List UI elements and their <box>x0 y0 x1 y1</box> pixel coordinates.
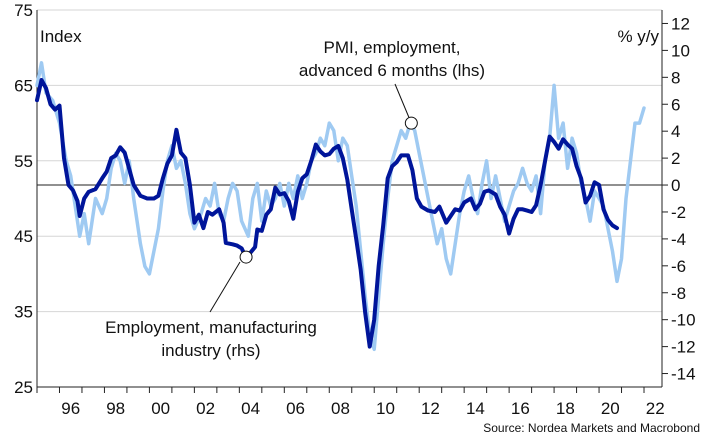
left-tick-label: 45 <box>14 227 33 246</box>
x-tick-label: 12 <box>421 399 440 418</box>
annotations: PMI, employment, advanced 6 months (lhs) E… <box>105 38 485 360</box>
right-axis-title: % y/y <box>617 27 659 46</box>
left-tick-label: 25 <box>14 378 33 397</box>
x-tick-label: 16 <box>511 399 530 418</box>
left-tick-label: 65 <box>14 76 33 95</box>
employment-series-line <box>35 78 619 349</box>
x-tick-label: 98 <box>106 399 125 418</box>
right-tick-label: 12 <box>671 14 690 33</box>
annotation-leader-line <box>394 83 411 121</box>
left-tick-label: 75 <box>14 1 33 20</box>
tick-labels: 253545556575-14-12-10-8-6-4-202468101296… <box>14 1 696 418</box>
x-tick-label: 14 <box>466 399 485 418</box>
x-tick-label: 04 <box>241 399 260 418</box>
right-tick-label: -8 <box>671 284 686 303</box>
pmi-series-line <box>35 61 646 352</box>
source-note: Source: Nordea Markets and Macrobond <box>483 421 700 435</box>
right-tick-label: 8 <box>671 68 680 87</box>
x-tick-label: 00 <box>151 399 170 418</box>
right-tick-label: 2 <box>671 149 680 168</box>
left-axis-title: Index <box>40 27 82 46</box>
annotation-marker <box>404 116 418 130</box>
annotation-leader-line <box>209 261 241 313</box>
x-tick-label: 10 <box>376 399 395 418</box>
left-tick-label: 35 <box>14 303 33 322</box>
annotation-label: PMI, employment, <box>324 38 461 57</box>
right-tick-label: 10 <box>671 41 690 60</box>
annotation-label: industry (rhs) <box>161 341 260 360</box>
right-tick-label: 6 <box>671 95 680 114</box>
x-tick-label: 08 <box>331 399 350 418</box>
right-tick-label: -2 <box>671 203 686 222</box>
x-tick-label: 22 <box>646 399 665 418</box>
x-tick-label: 06 <box>286 399 305 418</box>
annotation-label: Employment, manufacturing <box>105 318 317 337</box>
annotation-marker <box>239 250 253 264</box>
right-tick-label: -4 <box>671 230 686 249</box>
x-tick-label: 20 <box>601 399 620 418</box>
right-tick-label: -14 <box>671 365 696 384</box>
left-tick-label: 55 <box>14 152 33 171</box>
right-tick-label: -6 <box>671 257 686 276</box>
x-tick-label: 96 <box>61 399 80 418</box>
right-tick-label: 0 <box>671 176 680 195</box>
x-tick-label: 02 <box>196 399 215 418</box>
right-tick-label: 4 <box>671 122 680 141</box>
right-tick-label: -12 <box>671 338 696 357</box>
x-tick-label: 18 <box>556 399 575 418</box>
right-tick-label: -10 <box>671 311 696 330</box>
annotation-label: advanced 6 months (lhs) <box>299 61 485 80</box>
series-layer <box>35 61 646 352</box>
